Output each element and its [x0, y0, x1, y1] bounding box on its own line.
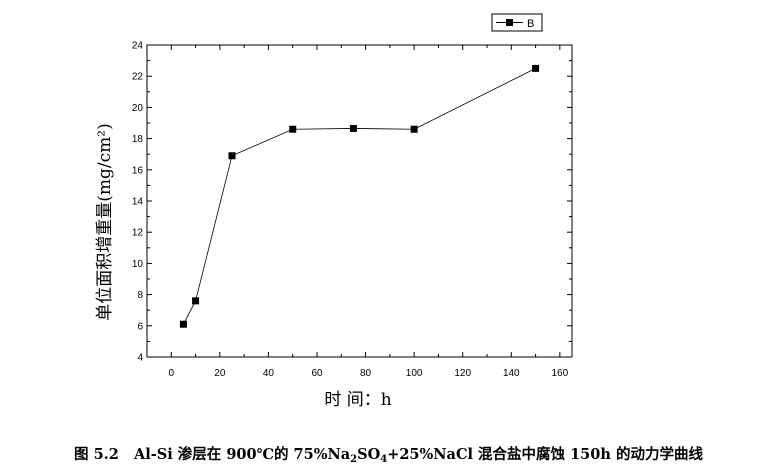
caption-sub-2: 4	[380, 454, 388, 465]
y-tick-label: 22	[132, 72, 144, 83]
legend-marker	[506, 19, 513, 26]
data-point	[532, 64, 540, 72]
x-tick-label: 40	[263, 368, 275, 379]
axis-ticks: 4 6 8 10 12 14 16 18 20 22 24 0 20 40 60 80 100 120 140 160	[132, 41, 572, 379]
caption-text-b: SO	[357, 446, 381, 463]
caption-text-c: +25%NaCl 混合盐中腐蚀 150h 的动力学曲线	[387, 446, 703, 463]
legend-label: B	[527, 18, 534, 30]
x-tick-label: 100	[406, 368, 423, 379]
figure-caption: 图 5.2 Al-Si 渗层在 900℃的 75%Na2SO4+25%NaCl …	[0, 443, 777, 465]
y-tick-label: 24	[132, 41, 144, 52]
data-point	[192, 297, 200, 305]
x-axis-title: 时 间：h	[324, 390, 391, 410]
y-tick-label: 12	[132, 228, 144, 239]
data-point	[349, 124, 357, 132]
y-tick-label: 6	[137, 321, 143, 332]
x-tick-label: 0	[169, 368, 175, 379]
x-tick-label: 60	[311, 368, 323, 379]
x-tick-label: 120	[454, 368, 471, 379]
x-tick-label: 80	[360, 368, 372, 379]
series-layer	[179, 64, 540, 328]
plot-axes	[146, 44, 573, 358]
data-point	[410, 125, 418, 133]
kinetics-chart: 4 6 8 10 12 14 16 18 20 22 24 0 20 40 60 80 100 120 140 160…	[95, 13, 573, 410]
y-tick-label: 20	[132, 103, 144, 114]
y-tick-label: 4	[137, 353, 143, 364]
x-tick-label: 160	[552, 368, 569, 379]
y-tick-label: 14	[132, 197, 144, 208]
plot-frame	[146, 44, 573, 358]
legend: B	[491, 13, 543, 32]
x-tick-label: 20	[214, 368, 226, 379]
caption-sub-1: 2	[350, 454, 358, 465]
series-line	[183, 68, 536, 325]
y-axis-title: 单位面积增重量(mg/cm²)	[95, 123, 115, 320]
x-tick-label: 140	[503, 368, 520, 379]
figure-number: 图 5.2	[74, 446, 119, 463]
y-tick-label: 18	[132, 134, 144, 145]
y-tick-label: 16	[132, 165, 144, 176]
caption-text-a: Al-Si 渗层在 900℃的 75%Na	[133, 446, 351, 463]
data-point	[228, 152, 236, 160]
data-point	[179, 320, 187, 328]
y-tick-label: 10	[132, 259, 144, 270]
y-tick-label: 8	[137, 290, 143, 301]
data-point	[289, 125, 297, 133]
